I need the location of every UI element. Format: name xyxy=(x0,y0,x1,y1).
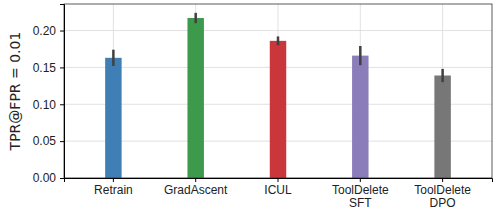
y-axis-title: TPR@FPR = 0.01 xyxy=(7,32,23,152)
y-tick-mark xyxy=(60,141,64,142)
grid xyxy=(64,4,492,178)
x-axis: RetrainGradAscentICULToolDeleteSFTToolDe… xyxy=(65,178,493,210)
y-tick: 0.10 xyxy=(33,98,64,112)
error-bar xyxy=(442,69,443,82)
y-tick-mark xyxy=(60,178,64,179)
bar xyxy=(352,56,368,178)
error-bar xyxy=(360,46,361,65)
y-tick-label: 0.20 xyxy=(33,24,57,38)
x-tick-label-line: ToolDelete xyxy=(332,183,389,197)
x-tick-label: ICUL xyxy=(264,183,292,197)
chart: 0.00 0.05 0.10 0.15 0.20 Retrain GradAscent ICU… xyxy=(0,0,500,220)
x-tick-label: GradAscent xyxy=(164,183,228,197)
bars xyxy=(105,13,451,178)
y-tick: 0.20 xyxy=(33,24,64,38)
x-tick: GradAscent xyxy=(164,178,228,197)
y-tick-mark xyxy=(60,67,64,68)
x-tick-mark xyxy=(113,178,114,182)
x-tick-label-line: ToolDelete xyxy=(414,183,471,197)
x-axis-line xyxy=(65,179,493,183)
x-tick-label-line: SFT xyxy=(349,196,372,210)
error-line xyxy=(194,13,197,23)
error-line xyxy=(277,36,280,45)
x-tick-mark xyxy=(442,178,443,182)
x-tick: ToolDeleteSFT xyxy=(332,178,389,210)
y-tick: 0.15 xyxy=(33,61,64,75)
x-tick-label: Retrain xyxy=(94,183,133,197)
bar xyxy=(105,58,121,178)
error-bar xyxy=(278,36,279,45)
y-tick-label: 0.10 xyxy=(33,98,57,112)
plot: 0.00 0.05 0.10 0.15 0.20 Retrain GradAscent ICU… xyxy=(33,4,493,210)
x-tick-label-line: GradAscent xyxy=(164,183,228,197)
error-bar xyxy=(113,50,114,66)
bar xyxy=(270,41,286,178)
x-tick-mark xyxy=(278,178,279,182)
error-bar xyxy=(195,13,196,23)
x-tick-label-line: DPO xyxy=(430,196,456,210)
bar xyxy=(434,76,450,178)
y-tick: 0.05 xyxy=(33,134,64,148)
y-tick-label: 0.00 xyxy=(33,171,57,185)
y-axis: 0.00 0.05 0.10 0.15 0.20 xyxy=(33,5,65,186)
x-tick-label: ToolDeleteSFT xyxy=(332,183,389,210)
x-tick-mark xyxy=(195,178,196,182)
bar xyxy=(187,18,203,178)
y-tick-mark xyxy=(60,31,64,32)
y-tick: 0.00 xyxy=(33,171,64,185)
x-tick: ICUL xyxy=(264,178,292,197)
x-tick: ToolDeleteDPO xyxy=(414,178,471,210)
x-tick: Retrain xyxy=(94,178,133,197)
y-axis-line xyxy=(60,5,65,179)
y-tick-label: 0.05 xyxy=(33,134,57,148)
frame xyxy=(64,4,492,178)
x-tick-label-line: ICUL xyxy=(264,183,292,197)
y-tick-mark xyxy=(60,104,64,105)
y-tick-label: 0.15 xyxy=(33,61,57,75)
x-tick-mark xyxy=(360,178,361,182)
error-line xyxy=(112,50,115,66)
error-line xyxy=(441,69,444,82)
x-tick-label-line: Retrain xyxy=(94,183,133,197)
x-tick-label: ToolDeleteDPO xyxy=(414,183,471,210)
error-line xyxy=(359,46,362,65)
